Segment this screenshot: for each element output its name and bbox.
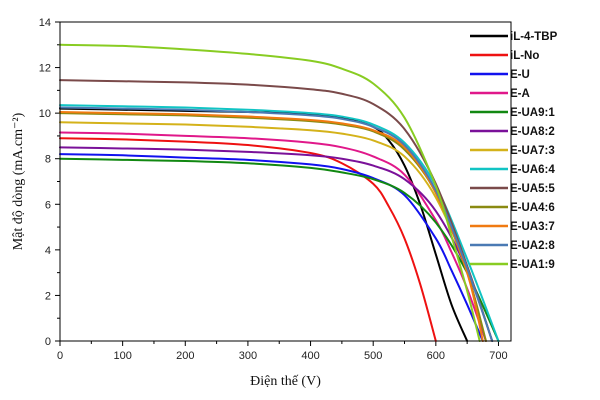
series-line-e-ua9-1 <box>59 157 500 342</box>
legend-label-e-ua7-3: E-UA7:3 <box>510 145 555 157</box>
y-tick-label: 12 <box>39 63 51 75</box>
series-line-e-ua6-4 <box>59 104 500 342</box>
series-line-e-ua1-9 <box>59 43 481 342</box>
legend-label-e-ua5-5: E-UA5:5 <box>510 183 555 195</box>
legend-label-e-ua9-1: E-UA9:1 <box>510 107 555 119</box>
series-line-e-u <box>59 153 484 342</box>
y-tick-label: 14 <box>39 17 51 29</box>
x-tick-label: 200 <box>176 350 194 362</box>
x-axis-title: Điện thế (V) <box>250 374 321 389</box>
plot-frame <box>59 21 512 342</box>
y-tick-label: 8 <box>45 154 51 166</box>
y-tick-labels: 0 2 4 6 8 10 12 14 <box>39 17 51 348</box>
x-tick-label: 400 <box>301 350 319 362</box>
y-tick-label: 2 <box>45 290 51 302</box>
series-line-e-ua2-8 <box>59 106 494 342</box>
series-line-e-ua5-5 <box>59 79 494 342</box>
legend-label-e-ua8-2: E-UA8:2 <box>510 126 555 138</box>
x-tick-label: 0 <box>57 350 63 362</box>
legend-label-e-ua3-7: E-UA3:7 <box>510 221 555 233</box>
y-tick-label: 4 <box>45 245 51 257</box>
legend-label-il-no: iL-No <box>510 50 539 62</box>
y-tick-label: 6 <box>45 199 51 211</box>
series-line-e-a <box>59 131 487 342</box>
y-axis-title: Mật độ dòng (mA.cm⁻²) <box>11 112 26 250</box>
x-tick-label: 500 <box>364 350 382 362</box>
x-tick-label: 300 <box>239 350 257 362</box>
legend-label-il-4-tbp: iL-4-TBP <box>510 31 558 43</box>
y-tick-label: 0 <box>45 336 51 348</box>
legend-label-e-ua2-8: E-UA2:8 <box>510 240 555 252</box>
legend-label-e-u: E-U <box>510 69 530 81</box>
y-tick-label: 10 <box>39 108 51 120</box>
legend-label-e-ua4-6: E-UA4:6 <box>510 202 555 214</box>
legend: iL-4-TBP iL-No E-U E-A E-UA9:1 E-UA8:2 E-UA7:3… <box>470 31 558 271</box>
x-tick-label: 700 <box>489 350 507 362</box>
legend-label-e-ua6-4: E-UA6:4 <box>510 164 555 176</box>
x-tick-label: 600 <box>427 350 445 362</box>
legend-label-e-ua1-9: E-UA1:9 <box>510 259 555 271</box>
series-lines <box>59 43 500 342</box>
x-tick-label: 100 <box>113 350 131 362</box>
legend-label-e-a: E-A <box>510 88 530 100</box>
x-tick-labels: 0 100 200 300 400 500 600 700 <box>57 350 508 362</box>
series-line-il-no <box>59 137 437 342</box>
